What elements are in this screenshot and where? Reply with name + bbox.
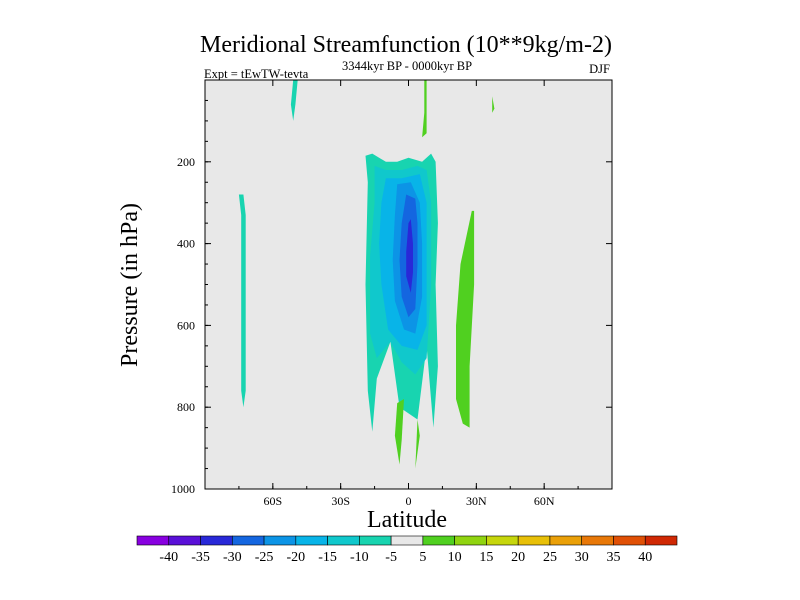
contour-region-9 xyxy=(492,96,495,113)
colorbar-level-label: 30 xyxy=(575,550,589,565)
contour-region-12 xyxy=(456,210,475,428)
colorbar-level-label: -30 xyxy=(223,550,242,565)
x-tick-label: 60S xyxy=(263,494,282,508)
colorbar-swatch xyxy=(390,535,424,546)
colorbar-level-label: 5 xyxy=(419,550,426,565)
colorbar-level-label: -25 xyxy=(255,550,274,565)
plot-area: 60S 30S 0 30N 60N 200 400 600 800 1000 xyxy=(171,79,613,508)
colorbar-swatch xyxy=(231,535,265,546)
colorbar-swatch xyxy=(644,535,678,546)
colorbar-swatch xyxy=(517,535,551,546)
contour-region-0 xyxy=(238,194,246,408)
y-axis-label: Pressure (in hPa) xyxy=(117,203,143,367)
x-tick-label: 30N xyxy=(466,494,487,508)
colorbar-swatch xyxy=(486,535,519,546)
colorbar-level-label: -20 xyxy=(286,550,305,565)
x-axis-label: Latitude xyxy=(367,507,447,533)
y-tick-label: 1000 xyxy=(171,482,195,496)
colorbar-swatch xyxy=(613,535,646,546)
chart-title: Meridional Streamfunction (10**9kg/m-2) xyxy=(200,32,612,58)
season-label: DJF xyxy=(589,62,610,76)
contour-region-1 xyxy=(290,80,298,121)
colorbar-swatch xyxy=(454,535,487,546)
experiment-label: Expt = tEwTW-tevta xyxy=(204,67,309,81)
colorbar-level-label: -5 xyxy=(385,550,397,565)
x-tick-label: 30S xyxy=(331,494,350,508)
contour-region-7 xyxy=(406,219,413,293)
colorbar-level-label: 15 xyxy=(479,550,493,565)
colorbar-level-label: -15 xyxy=(318,550,337,565)
y-tick-label: 600 xyxy=(177,318,195,332)
colorbar-level-label: 10 xyxy=(448,550,462,565)
y-tick-label: 800 xyxy=(177,400,195,414)
colorbar-level-label: -40 xyxy=(159,550,178,565)
colorbar-swatch xyxy=(327,535,360,546)
colorbar-swatch xyxy=(200,535,233,546)
contour-region-8 xyxy=(422,80,427,138)
colorbar-level-label: 40 xyxy=(638,550,652,565)
colorbar-swatch xyxy=(549,535,583,546)
colorbar-level-label: 20 xyxy=(511,550,525,565)
colorbar-swatch xyxy=(422,535,455,546)
colorbar-swatch xyxy=(581,535,614,546)
colorbar-swatch xyxy=(359,535,392,546)
colorbar-swatch xyxy=(136,535,170,546)
x-tick-label: 0 xyxy=(406,494,412,508)
colorbar-level-label: -35 xyxy=(191,550,210,565)
colorbar-swatch xyxy=(263,535,297,546)
colorbar: -40 -35 -30 -25 -20 -15 -10 -5 5 10 15 20 25 30 35 40 xyxy=(136,535,678,565)
y-tick-label: 400 xyxy=(177,237,195,251)
contour-region-10 xyxy=(394,399,404,465)
contour-region-11 xyxy=(415,419,420,469)
time-range-label: 3344kyr BP - 0000kyr BP xyxy=(342,59,472,73)
colorbar-level-label: 35 xyxy=(606,550,620,565)
colorbar-level-label: -10 xyxy=(350,550,369,565)
colorbar-level-label: 25 xyxy=(543,550,557,565)
colorbar-swatch xyxy=(168,535,201,546)
colorbar-swatch xyxy=(295,535,328,546)
x-tick-label: 60N xyxy=(534,494,555,508)
y-tick-label: 200 xyxy=(177,155,195,169)
